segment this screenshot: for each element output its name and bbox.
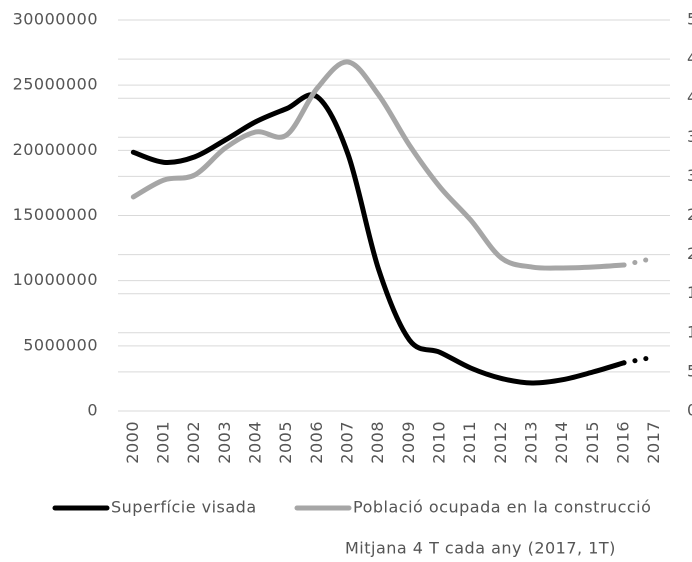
- y-tick-label: 30000000: [13, 10, 98, 29]
- x-tick-label: 2008: [368, 421, 387, 464]
- x-tick-label: 2011: [460, 421, 479, 464]
- line: [130, 92, 627, 386]
- x-tick-label: 2017: [644, 421, 663, 464]
- y2-tick-label: 350000: [687, 127, 692, 146]
- x-tick-label: 2015: [583, 421, 602, 464]
- y-tick-label: 20000000: [13, 140, 98, 159]
- x-tick-label: 2013: [522, 421, 541, 464]
- line-projection: [621, 354, 658, 366]
- legend-label: Població ocupada en la construcció: [353, 498, 651, 517]
- x-tick-label: 2002: [184, 421, 203, 464]
- x-tick-label: 2000: [123, 421, 142, 464]
- y2-tick-label: 500000: [687, 10, 692, 29]
- x-tick-label: 2016: [614, 421, 633, 464]
- y-tick-label: 0: [87, 401, 98, 420]
- x-tick-label: 2006: [307, 421, 326, 464]
- y2-tick-label: 300000: [687, 166, 692, 185]
- y-tick-label: 15000000: [13, 205, 98, 224]
- x-tick-label: 2004: [246, 421, 265, 464]
- y2-tick-label: 0: [687, 401, 692, 420]
- y2-tick-label: 200000: [687, 244, 692, 263]
- x-tick-label: 2014: [552, 421, 571, 464]
- y-tick-label: 5000000: [23, 335, 98, 354]
- x-tick-label: 2007: [338, 421, 357, 464]
- y2-tick-label: 100000: [687, 322, 692, 341]
- y2-tick-label: 50000: [687, 361, 692, 380]
- y2-tick-label: 250000: [687, 205, 692, 224]
- y-tick-label: 10000000: [13, 270, 98, 289]
- line: [130, 59, 627, 271]
- x-tick-label: 2001: [154, 421, 173, 464]
- legend-label: Superfície visada: [111, 498, 257, 517]
- y-tick-label: 25000000: [13, 75, 98, 94]
- x-tick-label: 2003: [215, 421, 234, 464]
- y2-tick-label: 150000: [687, 283, 692, 302]
- x-tick-label: 2009: [399, 421, 418, 464]
- x-tick-label: 2005: [276, 421, 295, 464]
- y2-tick-label: 400000: [687, 88, 692, 107]
- line-projection: [621, 255, 658, 268]
- annotation: Mitjana 4 T cada any (2017, 1T): [345, 539, 616, 558]
- x-tick-label: 2010: [430, 421, 449, 464]
- x-tick-label: 2012: [491, 421, 510, 464]
- y2-tick-label: 450000: [687, 49, 692, 68]
